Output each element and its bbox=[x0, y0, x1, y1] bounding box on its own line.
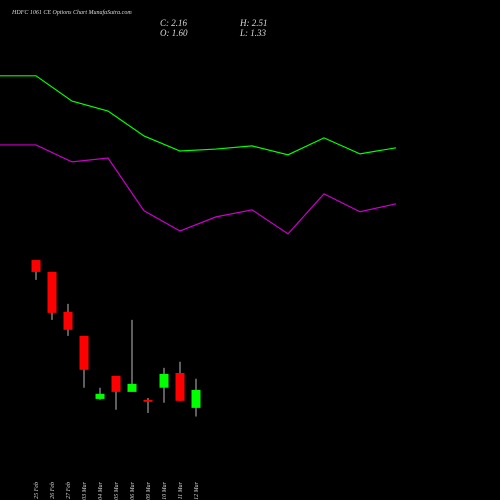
x-tick-label: 06 Mar bbox=[130, 481, 136, 499]
x-tick-label: 26 Feb bbox=[50, 482, 56, 499]
open-label: O: 1.60 bbox=[160, 28, 188, 38]
chart-title: HDFC 1061 CE Options Chart MunafaSutra.c… bbox=[11, 9, 132, 16]
high-label: H: 2.51 bbox=[239, 18, 268, 28]
x-tick-label: 03 Mar bbox=[82, 481, 88, 499]
indicator-line bbox=[0, 144, 397, 235]
candle-body bbox=[31, 260, 41, 272]
x-tick-label: 25 Feb bbox=[34, 482, 40, 499]
x-tick-label: 04 Mar bbox=[97, 481, 104, 499]
x-tick-label: 05 Mar bbox=[114, 481, 120, 499]
candle-body bbox=[63, 311, 73, 330]
x-tick-label: 27 Feb bbox=[66, 482, 72, 499]
candle-body bbox=[159, 373, 169, 388]
candle-body bbox=[111, 375, 121, 392]
candle-body bbox=[175, 373, 185, 401]
low-label: L: 1.33 bbox=[239, 28, 267, 38]
candle-body bbox=[143, 399, 153, 402]
close-label: C: 2.16 bbox=[160, 18, 188, 28]
candle-body bbox=[127, 383, 137, 392]
x-tick-label: 09 Mar bbox=[146, 481, 152, 499]
candle-body bbox=[95, 393, 105, 399]
x-tick-label: 10 Mar bbox=[162, 481, 168, 499]
candle-body bbox=[47, 271, 57, 313]
x-tick-label: 12 Mar bbox=[194, 481, 200, 499]
indicator-line bbox=[0, 75, 397, 156]
x-tick-label: 11 Mar bbox=[178, 481, 184, 499]
candle-body bbox=[79, 335, 89, 370]
candle-body bbox=[191, 389, 201, 408]
